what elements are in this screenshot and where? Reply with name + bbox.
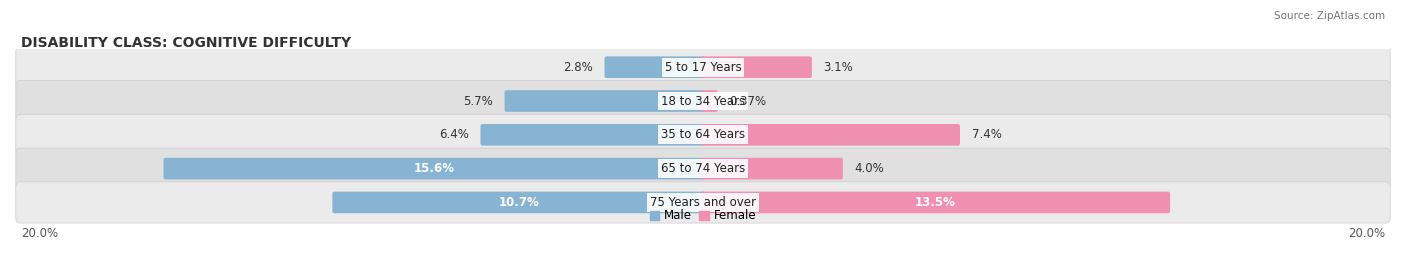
FancyBboxPatch shape bbox=[15, 114, 1391, 156]
Text: 3.1%: 3.1% bbox=[824, 61, 853, 74]
FancyBboxPatch shape bbox=[702, 158, 842, 180]
FancyBboxPatch shape bbox=[481, 124, 704, 146]
Text: 18 to 34 Years: 18 to 34 Years bbox=[661, 94, 745, 107]
Text: 7.4%: 7.4% bbox=[972, 128, 1001, 141]
FancyBboxPatch shape bbox=[15, 46, 1391, 88]
Text: 5.7%: 5.7% bbox=[463, 94, 494, 107]
Text: 20.0%: 20.0% bbox=[21, 227, 58, 240]
FancyBboxPatch shape bbox=[702, 56, 811, 78]
FancyBboxPatch shape bbox=[605, 56, 704, 78]
FancyBboxPatch shape bbox=[702, 124, 960, 146]
FancyBboxPatch shape bbox=[15, 148, 1391, 189]
Text: 35 to 64 Years: 35 to 64 Years bbox=[661, 128, 745, 141]
Text: 2.8%: 2.8% bbox=[562, 61, 593, 74]
Text: 75 Years and over: 75 Years and over bbox=[650, 196, 756, 209]
Text: 20.0%: 20.0% bbox=[1348, 227, 1385, 240]
FancyBboxPatch shape bbox=[163, 158, 704, 180]
Text: 4.0%: 4.0% bbox=[855, 162, 884, 175]
Text: 5 to 17 Years: 5 to 17 Years bbox=[665, 61, 741, 74]
FancyBboxPatch shape bbox=[702, 90, 718, 112]
Legend: Male, Female: Male, Female bbox=[645, 205, 761, 227]
FancyBboxPatch shape bbox=[505, 90, 704, 112]
FancyBboxPatch shape bbox=[15, 182, 1391, 223]
Text: Source: ZipAtlas.com: Source: ZipAtlas.com bbox=[1274, 11, 1385, 21]
Text: 0.37%: 0.37% bbox=[730, 94, 766, 107]
Text: 10.7%: 10.7% bbox=[498, 196, 538, 209]
FancyBboxPatch shape bbox=[15, 80, 1391, 122]
Text: 13.5%: 13.5% bbox=[915, 196, 956, 209]
Text: DISABILITY CLASS: COGNITIVE DIFFICULTY: DISABILITY CLASS: COGNITIVE DIFFICULTY bbox=[21, 36, 351, 50]
Text: 65 to 74 Years: 65 to 74 Years bbox=[661, 162, 745, 175]
FancyBboxPatch shape bbox=[332, 192, 704, 213]
Text: 6.4%: 6.4% bbox=[439, 128, 468, 141]
FancyBboxPatch shape bbox=[702, 192, 1170, 213]
Text: 15.6%: 15.6% bbox=[413, 162, 454, 175]
